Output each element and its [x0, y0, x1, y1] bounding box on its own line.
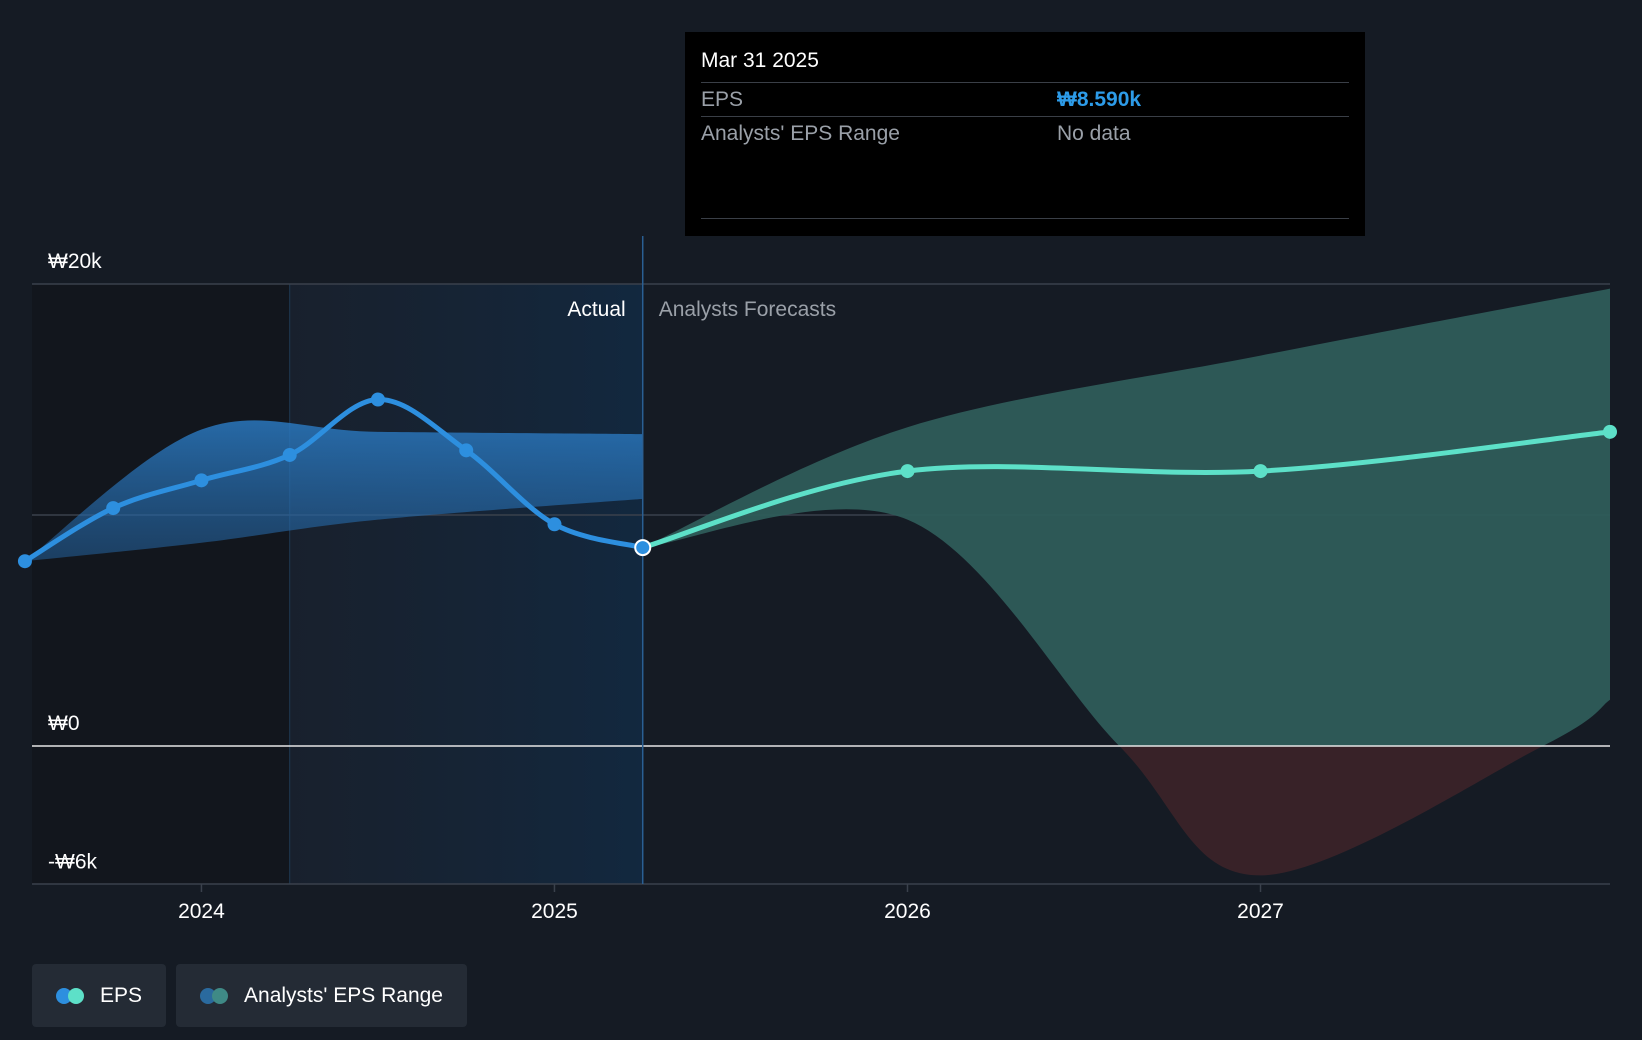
actual-eps-point — [194, 473, 209, 488]
forecast-label: Analysts Forecasts — [659, 298, 836, 321]
forecast-eps-point — [1253, 464, 1268, 479]
legend-item-range[interactable]: Analysts' EPS Range — [176, 964, 467, 1027]
past-region — [32, 284, 290, 884]
x-tick-label: 2026 — [884, 900, 931, 923]
legend-item-eps[interactable]: EPS — [32, 964, 167, 1027]
forecast-eps-range-band — [642, 288, 1610, 746]
forecast-eps-line — [640, 429, 1613, 551]
legend-eps-label: EPS — [100, 983, 143, 1007]
actual-eps-point — [106, 501, 121, 516]
legend-range-label: Analysts' EPS Range — [244, 983, 443, 1007]
tooltip-row-eps: EPS ₩8.590k — [701, 83, 1349, 117]
actual-eps-point — [547, 517, 562, 532]
tooltip: Mar 31 2025 EPS ₩8.590k Analysts' EPS Ra… — [685, 32, 1365, 236]
actual-highlight-region — [289, 284, 643, 884]
y-tick-label: ₩20k — [48, 250, 102, 273]
tooltip-range-value: No data — [1057, 122, 1131, 145]
tooltip-date: Mar 31 2025 — [701, 46, 1349, 83]
tooltip-eps-label: EPS — [701, 88, 744, 111]
actual-eps-point — [459, 443, 474, 458]
y-tick-label: -₩6k — [48, 851, 97, 874]
actual-eps-point — [17, 554, 32, 569]
tooltip-eps-value: ₩8.590k — [1057, 88, 1142, 111]
forecast-eps-point — [1603, 424, 1617, 439]
tooltip-divider — [701, 218, 1349, 219]
forecast-eps-range-negative — [1119, 746, 1543, 876]
actual-eps-point — [370, 392, 385, 407]
x-tick-label: 2027 — [1237, 900, 1284, 923]
y-tick-label: ₩0 — [48, 712, 80, 735]
legend: EPS Analysts' EPS Range — [32, 964, 467, 1027]
x-tick-label: 2024 — [178, 900, 225, 923]
x-tick-label: 2025 — [531, 900, 578, 923]
actual-eps-point — [282, 447, 297, 462]
actual-eps-range-band — [24, 420, 643, 562]
range-legend-icon — [200, 987, 230, 1005]
highlight-point — [634, 539, 652, 557]
forecast-eps-point — [900, 464, 915, 479]
actual-label: Actual — [567, 298, 625, 321]
eps-legend-icon — [56, 987, 86, 1005]
tooltip-row-range: Analysts' EPS Range No data — [701, 117, 1349, 150]
tooltip-range-label: Analysts' EPS Range — [701, 122, 900, 145]
